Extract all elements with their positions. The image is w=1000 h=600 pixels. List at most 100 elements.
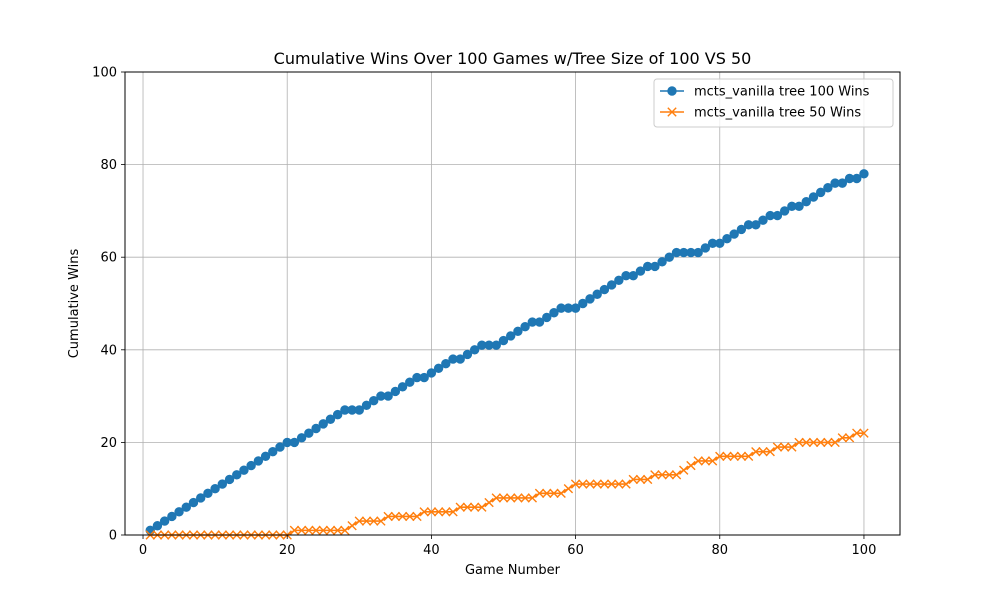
- data-point: [340, 525, 350, 536]
- data-point: [578, 479, 588, 489]
- data-point: [296, 433, 307, 443]
- data-point: [815, 187, 826, 198]
- data-point: [217, 479, 228, 489]
- series-line: [150, 432, 864, 536]
- data-point: [751, 220, 761, 230]
- data-point: [397, 511, 408, 522]
- data-point: [390, 511, 401, 522]
- data-point: [253, 456, 264, 466]
- data-point: [441, 507, 451, 517]
- data-point: [506, 493, 516, 503]
- data-point: [758, 215, 768, 225]
- data-point: [174, 507, 184, 517]
- data-point: [448, 507, 458, 517]
- data-point: [823, 183, 833, 193]
- data-point: [296, 525, 307, 536]
- data-point: [693, 456, 703, 466]
- data-point: [801, 196, 811, 207]
- data-point: [167, 511, 177, 522]
- data-point: [614, 275, 624, 286]
- data-point: [433, 363, 444, 374]
- data-point: [852, 173, 862, 184]
- data-point: [159, 516, 170, 526]
- legend-box: [653, 78, 894, 128]
- data-point: [751, 446, 761, 457]
- data-point: [513, 493, 523, 503]
- data-point: [455, 502, 465, 512]
- legend-label: mcts_vanilla tree 50 Wins: [694, 106, 861, 121]
- data-point: [664, 252, 675, 262]
- y-tick-label: 100: [92, 66, 117, 81]
- data-point: [823, 437, 833, 448]
- data-point: [426, 507, 437, 517]
- data-point: [462, 349, 473, 360]
- data-point: [549, 308, 559, 318]
- data-point: [188, 497, 199, 508]
- data-point: [585, 479, 595, 489]
- data-point: [657, 257, 667, 267]
- y-tick-label: 60: [100, 251, 117, 266]
- x-tick-label: 100: [852, 543, 877, 558]
- data-point: [441, 358, 451, 369]
- x-tick-label: 40: [423, 543, 440, 558]
- data-point: [376, 516, 386, 526]
- data-point: [542, 488, 552, 499]
- data-point: [772, 442, 783, 452]
- series-2: [145, 428, 869, 540]
- data-point: [260, 451, 271, 461]
- data-point: [722, 233, 732, 244]
- data-point: [268, 446, 278, 457]
- data-point: [354, 405, 365, 415]
- data-point: [195, 493, 206, 503]
- data-point: [592, 289, 602, 299]
- data-point: [700, 243, 711, 253]
- data-point: [498, 335, 509, 346]
- data-point: [787, 442, 797, 452]
- data-point: [383, 511, 393, 522]
- data-point: [369, 516, 379, 526]
- data-point: [304, 428, 314, 438]
- data-point: [570, 303, 581, 313]
- legend-item: mcts_vanilla tree 50 Wins: [660, 106, 861, 121]
- data-point: [707, 456, 718, 466]
- data-point: [477, 502, 487, 512]
- data-point: [325, 414, 336, 424]
- data-point: [606, 280, 617, 290]
- data-point: [808, 437, 819, 448]
- data-point: [614, 479, 624, 489]
- data-point: [455, 354, 465, 364]
- data-point: [794, 437, 804, 448]
- legend-marker: [667, 107, 677, 117]
- data-point: [224, 474, 235, 485]
- data-point: [469, 502, 480, 512]
- data-point: [859, 428, 869, 438]
- data-point: [556, 488, 566, 499]
- data-point: [729, 451, 739, 461]
- x-axis-label: Game Number: [465, 563, 561, 578]
- data-point: [534, 317, 545, 327]
- data-point: [232, 470, 242, 480]
- data-point: [239, 465, 249, 475]
- data-point: [405, 377, 415, 387]
- legend: mcts_vanilla tree 100 Wins mcts_vanilla t…: [653, 78, 894, 128]
- data-point: [549, 488, 559, 499]
- data-point: [628, 474, 638, 485]
- data-point: [203, 488, 213, 499]
- data-point: [332, 525, 343, 536]
- data-point: [361, 400, 372, 411]
- y-tick-label: 40: [100, 343, 117, 358]
- x-tick-label: 20: [279, 543, 296, 558]
- data-point: [628, 271, 638, 281]
- data-point: [311, 423, 321, 434]
- data-point: [715, 451, 725, 461]
- data-point: [772, 210, 783, 221]
- data-point: [606, 479, 617, 489]
- data-point: [152, 521, 163, 531]
- data-point: [635, 266, 646, 276]
- data-point: [542, 312, 552, 323]
- data-point: [830, 437, 840, 448]
- data-point: [852, 428, 862, 438]
- data-point: [462, 502, 473, 512]
- x-tick-label: 80: [711, 543, 728, 558]
- data-point: [693, 247, 703, 258]
